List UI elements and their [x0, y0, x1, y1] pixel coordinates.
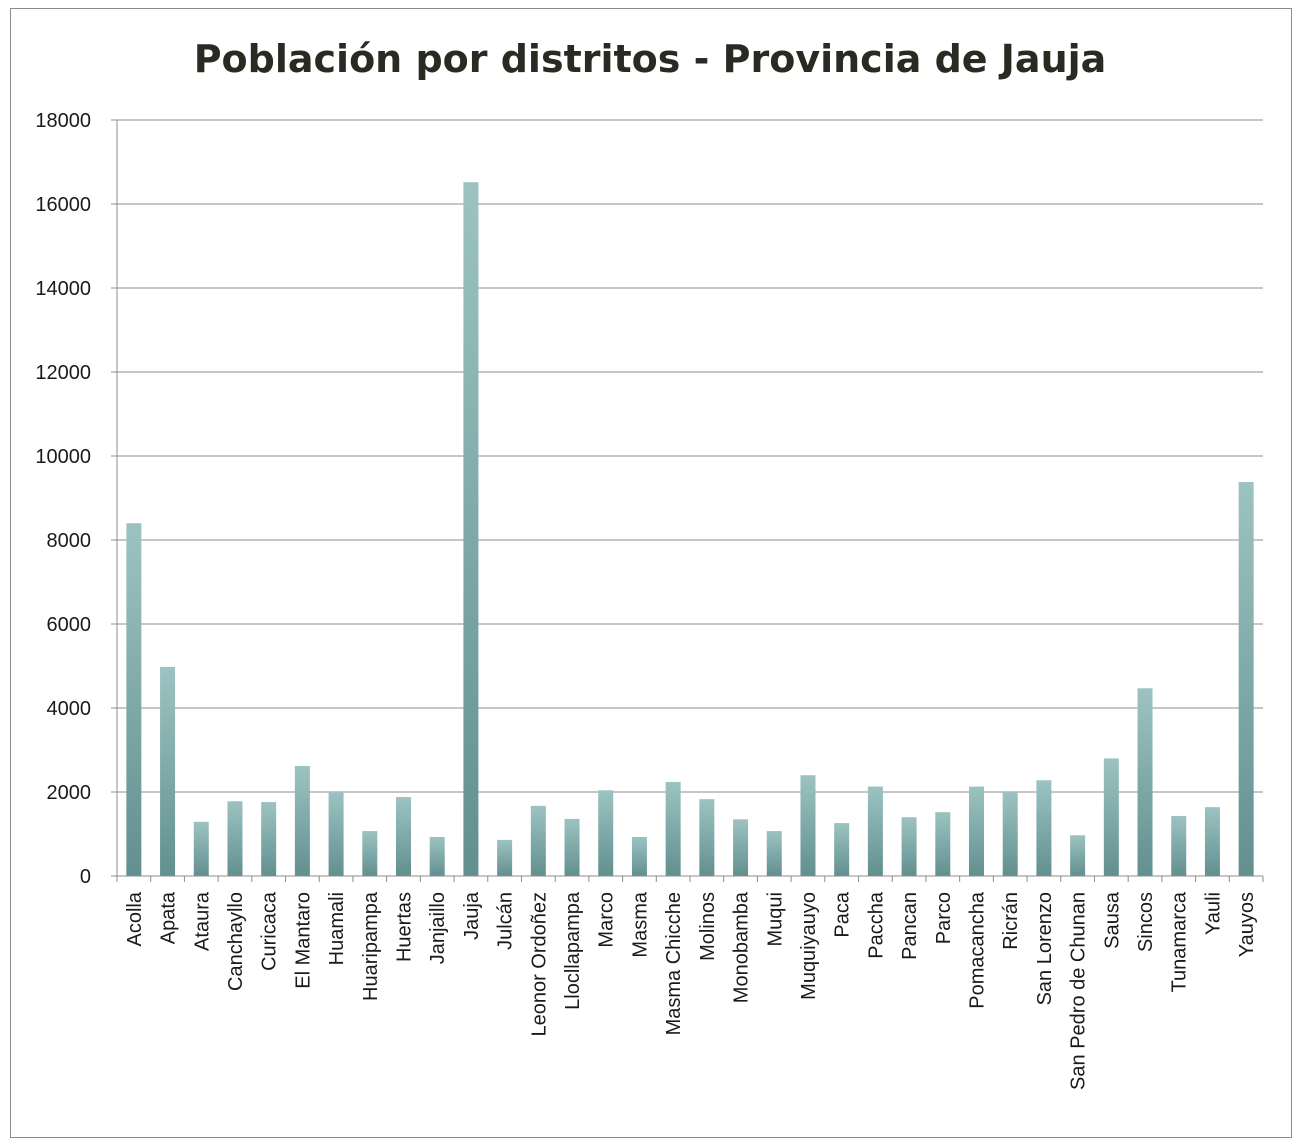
bar: [261, 802, 277, 876]
bar: [834, 823, 850, 876]
x-tick-label: Sausa: [1101, 891, 1123, 949]
y-tick-label: 4000: [47, 698, 92, 720]
x-tick-label: Yauyos: [1236, 892, 1258, 957]
x-tick-label: Pancan: [899, 892, 921, 960]
x-axis-tick-labels: Acolla Apata Ataura Canchayllo Curicaca El Ma…: [124, 891, 1258, 1090]
x-tick-label: Parco: [933, 892, 955, 944]
y-tick-label: 18000: [35, 110, 91, 132]
x-tick-label: Huertas: [394, 892, 416, 962]
bar: [160, 666, 176, 876]
x-tick-label: Llocllapampa: [562, 891, 584, 1010]
x-tick-label: Ataura: [191, 891, 213, 951]
axes: [111, 119, 1264, 882]
y-tick-label: 8000: [47, 530, 92, 552]
x-tick-label: Huaripampa: [360, 891, 382, 1001]
bar: [1238, 482, 1254, 876]
bar: [1137, 688, 1153, 876]
bar: [766, 831, 782, 876]
x-tick-label: Acolla: [124, 891, 146, 946]
x-tick-label: Canchayllo: [225, 892, 247, 991]
bar: [901, 817, 917, 876]
y-tick-label: 10000: [35, 446, 91, 468]
x-tick-label: San Pedro de Chunan: [1068, 892, 1090, 1090]
x-tick-label: San Lorenzo: [1034, 892, 1056, 1005]
gridlines: [117, 119, 1263, 793]
bar: [396, 797, 411, 876]
bar: [227, 801, 243, 876]
bar: [800, 775, 816, 876]
x-tick-label: Apata: [158, 891, 180, 944]
x-tick-label: Molinos: [697, 892, 719, 961]
y-tick-label: 16000: [35, 194, 91, 216]
bar: [969, 786, 984, 876]
bar: [463, 182, 479, 876]
bar: [665, 781, 681, 876]
chart-frame: [10, 8, 1292, 1138]
bar: [1103, 758, 1119, 876]
bar: [193, 821, 209, 876]
y-tick-label: 12000: [35, 362, 91, 384]
x-tick-label: Marco: [596, 892, 618, 948]
x-tick-label: Pomacancha: [967, 891, 989, 1009]
bar: [631, 836, 647, 876]
y-tick-label: 2000: [47, 782, 92, 804]
x-tick-label: Huamali: [326, 892, 348, 965]
x-tick-label: Paca: [832, 891, 854, 937]
x-tick-label: El Mantaro: [292, 892, 314, 989]
chart-title: Población por distritos - Provincia de J…: [194, 37, 1107, 81]
bar: [1036, 780, 1052, 876]
x-tick-label: Tunamarca: [1169, 891, 1191, 992]
x-tick-label: Yauli: [1202, 892, 1224, 935]
x-tick-label: Curicaca: [259, 891, 281, 971]
x-tick-label: Muqui: [764, 892, 786, 946]
bars: [126, 182, 1254, 876]
x-tick-label: Masma: [629, 891, 651, 957]
bar: [294, 765, 310, 876]
bar: [1070, 835, 1086, 876]
bar: [564, 818, 580, 876]
x-tick-label: Leonor Ordoñez: [528, 892, 550, 1037]
bar: [1204, 807, 1220, 876]
bar: [530, 805, 546, 876]
bar: [362, 831, 378, 876]
bar: [1171, 815, 1187, 876]
bar: [126, 523, 142, 876]
y-axis-tick-labels: 0 2000 4000 6000 8000 10000 12000 14000 16000 180…: [35, 110, 91, 888]
y-tick-label: 0: [80, 866, 91, 888]
bar: [699, 799, 715, 876]
bar: [1002, 792, 1018, 876]
y-tick-label: 6000: [47, 614, 92, 636]
x-tick-label: Masma Chicche: [663, 892, 685, 1035]
x-tick-label: Sincos: [1135, 892, 1157, 952]
bar: [733, 819, 749, 876]
bar: [598, 790, 614, 876]
x-tick-label: Muquiyauyo: [798, 892, 820, 1000]
x-tick-label: Paccha: [865, 891, 887, 959]
x-tick-label: Janjaillo: [427, 892, 449, 964]
bar: [935, 812, 951, 876]
bar: [328, 792, 344, 876]
bar: [429, 836, 445, 876]
bar: [497, 839, 513, 876]
x-tick-label: Jauja: [461, 891, 483, 940]
bar: [867, 786, 883, 876]
x-tick-label: Julcán: [495, 892, 517, 950]
x-tick-label: Monobamba: [731, 891, 753, 1003]
y-tick-label: 14000: [35, 278, 91, 300]
x-tick-label: Ricrán: [1000, 892, 1022, 950]
